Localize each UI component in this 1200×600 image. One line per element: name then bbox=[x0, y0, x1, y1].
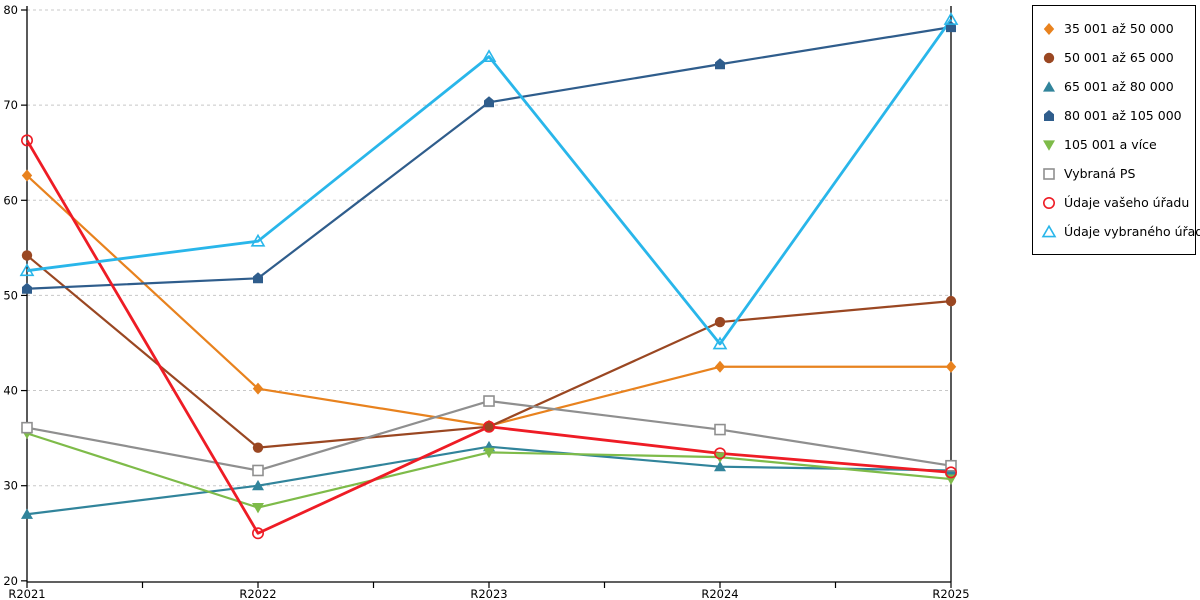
data-point-marker bbox=[21, 421, 33, 434]
legend-item: 50 001 až 65 000 bbox=[1041, 43, 1191, 72]
data-point-marker bbox=[1043, 52, 1055, 63]
legend-marker-icon bbox=[1043, 139, 1055, 151]
data-point-marker bbox=[252, 527, 265, 540]
legend-item: Vybraná PS bbox=[1041, 159, 1191, 188]
legend-item-label: 65 001 až 80 000 bbox=[1064, 79, 1174, 94]
data-point-marker bbox=[483, 395, 495, 407]
data-point-marker bbox=[21, 169, 33, 182]
legend-item: 65 001 až 80 000 bbox=[1041, 72, 1191, 101]
legend-item: 35 001 až 50 000 bbox=[1041, 14, 1191, 43]
y-tick-label: 50 bbox=[3, 288, 18, 302]
legend-item: 105 001 a více bbox=[1041, 130, 1191, 159]
data-point-marker bbox=[1043, 139, 1055, 151]
legend-item-label: 80 001 až 105 000 bbox=[1064, 108, 1182, 123]
data-point-marker bbox=[253, 272, 263, 284]
y-tick-label: 20 bbox=[3, 574, 18, 588]
x-tick-label: R2022 bbox=[239, 587, 276, 600]
data-point-marker bbox=[252, 382, 264, 395]
data-point-marker bbox=[250, 233, 266, 247]
x-tick-label: R2025 bbox=[932, 587, 969, 600]
legend-item: Údaje vašeho úřadu bbox=[1041, 188, 1191, 217]
data-point-marker bbox=[714, 460, 726, 472]
series-line bbox=[26, 26, 952, 290]
y-tick-label: 60 bbox=[3, 193, 18, 207]
data-point-marker bbox=[943, 12, 959, 25]
legend-marker-icon bbox=[1044, 109, 1054, 121]
data-point-marker bbox=[482, 420, 495, 433]
data-point-marker bbox=[945, 360, 957, 373]
data-point-marker bbox=[715, 58, 725, 70]
data-point-marker bbox=[20, 134, 33, 147]
data-point-marker bbox=[481, 49, 497, 63]
x-tick-label: R2024 bbox=[701, 587, 738, 600]
legend-marker-icon bbox=[1043, 167, 1055, 180]
data-point-marker bbox=[945, 459, 957, 472]
legend-item-label: 35 001 až 50 000 bbox=[1064, 21, 1174, 36]
data-point-marker bbox=[714, 360, 726, 373]
data-point-marker bbox=[21, 508, 33, 519]
data-point-marker bbox=[1043, 22, 1055, 35]
data-point-marker bbox=[22, 282, 32, 294]
legend-marker-icon bbox=[1041, 224, 1057, 237]
legend-item-label: 50 001 až 65 000 bbox=[1064, 50, 1174, 65]
data-point-marker bbox=[714, 316, 726, 328]
data-point-marker bbox=[483, 421, 495, 432]
y-tick-label: 30 bbox=[3, 479, 18, 493]
legend-marker-icon bbox=[1043, 196, 1055, 209]
chart-legend: 35 001 až 50 000 50 001 až 65 000 65 001 a… bbox=[1032, 5, 1200, 255]
legend-marker-icon bbox=[1043, 22, 1055, 35]
data-point-marker bbox=[19, 263, 35, 277]
x-tick-label: R2023 bbox=[470, 587, 507, 600]
y-tick-label: 80 bbox=[3, 3, 18, 17]
data-point-marker bbox=[1044, 109, 1054, 121]
legend-marker-icon bbox=[1043, 80, 1055, 92]
data-point-marker bbox=[252, 502, 264, 514]
data-point-marker bbox=[714, 423, 726, 436]
data-point-marker bbox=[252, 464, 264, 477]
series-line bbox=[26, 254, 952, 449]
legend-item-label: Vybraná PS bbox=[1064, 166, 1136, 181]
y-tick-label: 70 bbox=[3, 98, 18, 112]
legend-item-label: 105 001 a více bbox=[1064, 137, 1157, 152]
data-point-marker bbox=[1043, 196, 1055, 209]
x-tick-label: R2021 bbox=[8, 587, 45, 600]
y-tick-label: 40 bbox=[3, 384, 18, 398]
legend-item-label: Údaje vašeho úřadu bbox=[1064, 195, 1190, 210]
data-point-marker bbox=[713, 447, 726, 460]
series-line bbox=[25, 139, 952, 535]
line-chart: 20 30 40 50 60 70 80 R2021 R2022 R2023 R2024 R2025 bbox=[3, 3, 969, 600]
legend-item-label: Údaje vybraného úřadu bbox=[1064, 224, 1200, 239]
data-point-marker bbox=[21, 250, 33, 261]
data-point-marker bbox=[252, 479, 264, 491]
data-point-marker bbox=[945, 295, 957, 307]
data-point-marker bbox=[1041, 224, 1057, 237]
data-point-marker bbox=[1043, 80, 1055, 92]
series-line bbox=[26, 18, 953, 346]
data-point-marker bbox=[712, 336, 728, 350]
legend-item: 80 001 až 105 000 bbox=[1041, 101, 1191, 130]
data-point-marker bbox=[1043, 167, 1055, 180]
legend-item: Údaje vybraného úřadu bbox=[1041, 217, 1200, 246]
legend-marker-icon bbox=[1043, 52, 1055, 63]
data-point-marker bbox=[483, 447, 495, 459]
data-point-marker bbox=[252, 442, 264, 453]
data-point-marker bbox=[944, 466, 957, 479]
data-point-marker bbox=[484, 96, 494, 108]
